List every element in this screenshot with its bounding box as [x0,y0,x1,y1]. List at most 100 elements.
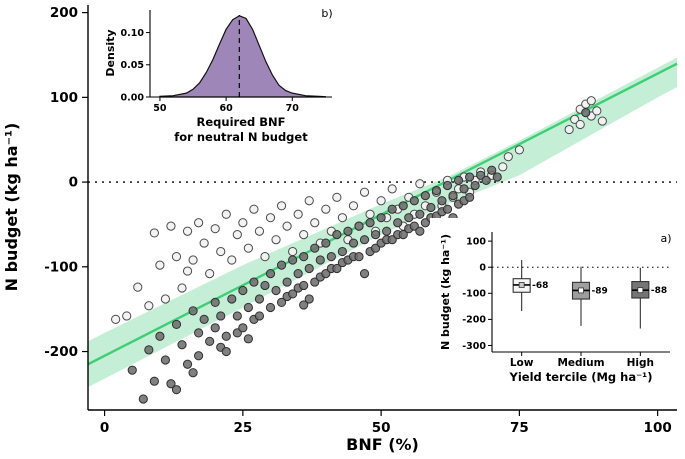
inset-density: 0.00 0.05 0.10 50 60 70 Density Required BNFfor… [90,0,340,150]
scatter-point [343,226,353,236]
scatter-point [276,260,287,270]
scatter-point [409,221,419,231]
scatter-point [359,268,370,279]
scatter-point [337,246,348,257]
scatter-point [310,277,320,287]
boxplot-category-label: High [627,357,654,369]
density-y-tick-label: 0.05 [121,60,144,71]
median-value-label: -89 [592,286,608,296]
scatter-point [459,184,469,194]
scatter-point [138,394,148,404]
y-tick-label: -200 [44,344,78,360]
box-high: -88 [631,267,667,329]
scatter-point [149,376,159,386]
scatter-point [171,385,182,395]
scatter-point [265,268,276,279]
scatter-point [487,165,497,175]
scatter-point [155,260,165,270]
scatter-point [387,184,397,194]
scatter-point [288,289,298,299]
scatter-point [282,277,292,287]
scatter-point [570,114,580,124]
scatter-point [498,162,508,172]
scatter-point [210,297,220,307]
scatter-point [453,175,464,185]
panel-label-b: b) [321,7,332,20]
mean-marker [518,282,525,288]
scatter-point [276,201,287,211]
scatter-point [177,340,187,350]
scatter-point [304,196,314,206]
main-axes: 0 25 50 75 100 -200 -100 0 100 200 BNF (%) N budget… [2,5,677,454]
scatter-point [299,280,309,291]
scatter-point [238,323,248,333]
panel-label-a: a) [660,232,671,245]
scatter-point [365,209,375,219]
main-plot [87,57,678,404]
scatter-point [160,294,171,304]
scatter-point [304,263,314,274]
scatter-point [288,255,298,265]
scatter-point [321,204,331,214]
scatter-point [254,226,265,236]
scatter-point [166,379,176,389]
x-tick-label: 0 [100,420,109,436]
scatter-point [442,180,453,191]
scatter-point [199,238,209,248]
scatter-point [481,175,491,185]
scatter-point [564,124,574,135]
density-x-tick-label: 60 [219,103,233,114]
scatter-point [310,218,320,228]
scatter-point [293,268,303,279]
boxplot-y-tick-label: 0 [479,263,486,274]
scatter-point [182,359,193,369]
median-value-label: -68 [532,281,548,291]
x-tick-label: 25 [233,420,252,436]
x-tick-label: 75 [510,420,529,436]
scatter-point [442,204,453,214]
boxplot-category-label: Low [510,357,534,369]
scatter-point [304,294,314,304]
scatter-point [243,334,253,344]
scatter-point [293,209,303,219]
scatter-point [205,336,215,346]
scatter-point [310,243,320,253]
scatter-point [348,238,359,248]
density-x-tick-label: 70 [286,103,300,114]
scatter-point [221,346,231,357]
scatter-point [194,218,204,228]
scatter-point [227,294,237,304]
scatter-point [415,179,425,189]
scatter-point [315,255,325,265]
box-medium: -89 [571,266,608,326]
scatter-point [122,311,132,321]
scatter-point [276,297,287,307]
scatter-point [177,283,187,293]
scatter-point [243,243,253,253]
x-tick-label: 100 [644,420,672,436]
scatter-point [370,230,381,240]
scatter-point [221,209,231,219]
scatter-point [232,311,242,321]
scatter-point [221,331,231,341]
scatter-point [514,145,524,155]
scatter-point [188,306,198,316]
scatter-point [243,302,253,313]
scatter-point [249,277,259,287]
median-value-label: -88 [651,286,667,296]
scatter-point [420,218,430,228]
density-x-axis-title-line1: Required BNF [197,115,286,129]
box-low: -68 [512,259,548,312]
scatter-point [365,218,375,228]
scatter-point [144,301,154,311]
y-tick-label: 0 [69,175,78,191]
scatter-point [171,319,182,330]
scatter-point [299,252,309,262]
boxplot-y-tick-label: -300 [462,341,486,352]
scatter-point [337,213,348,223]
boxplot-y-tick-label: -100 [462,289,486,300]
density-y-tick-label: 0.10 [121,28,145,39]
scatter-point [299,300,309,310]
density-x-axis-title-line2: for neutral N budget [174,130,308,144]
